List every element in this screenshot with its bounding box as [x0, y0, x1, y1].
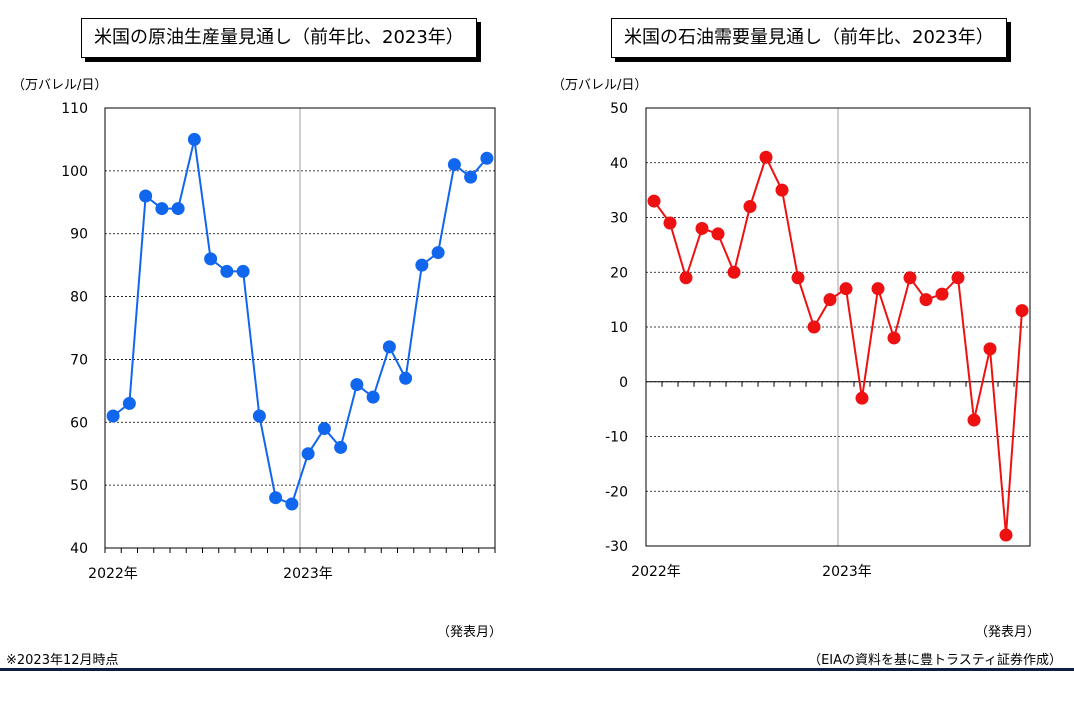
- chart-1-y-tick-label: 60: [70, 415, 88, 431]
- chart-2-unit-label: （万バレル/日）: [552, 78, 648, 93]
- footnote-left: ※2023年12月時点: [6, 653, 119, 668]
- chart-2-y-tick-label: 40: [610, 156, 628, 172]
- chart-1-y-tick-label: 110: [61, 101, 88, 117]
- chart-2-data-point: [695, 221, 709, 235]
- chart-1-data-point: [139, 189, 153, 203]
- chart-2-data-point: [855, 391, 869, 405]
- chart-2-data-point: [871, 282, 885, 296]
- chart-1-unit-label: （万バレル/日）: [12, 78, 108, 93]
- chart-1-y-tick-label: 80: [70, 290, 88, 306]
- chart-1-data-point: [464, 170, 478, 184]
- chart-2-data-point: [951, 271, 965, 285]
- chart-1-y-tick-label: 50: [70, 478, 88, 494]
- chart-2-data-point: [935, 287, 949, 301]
- chart-2-data-point: [711, 227, 725, 241]
- chart-1-data-point: [301, 447, 315, 461]
- chart-1-data-point: [187, 132, 201, 146]
- chart-2-x-unit-label: （発表月）: [975, 625, 1041, 640]
- chart-2-y-tick-label: 30: [610, 211, 628, 227]
- chart-1-data-point: [399, 371, 413, 385]
- chart-2-x-tick-label: 2023年: [822, 564, 872, 580]
- chart-2-data-point: [791, 271, 805, 285]
- chart-1-data-point: [366, 390, 380, 404]
- chart-2-data-point: [679, 271, 693, 285]
- chart-2-data-point: [727, 265, 741, 279]
- chart-1-data-point: [350, 378, 364, 392]
- chart-2-data-point: [823, 293, 837, 307]
- chart-2-y-tick-label: 0: [619, 375, 628, 391]
- chart-2-data-point: [1015, 304, 1029, 318]
- chart-2-y-tick-label: -10: [605, 430, 628, 446]
- chart-1-x-tick-label: 2022年: [88, 566, 138, 582]
- chart-1-data-point: [447, 158, 461, 172]
- chart-1-data-point: [269, 491, 283, 505]
- chart-1-x-unit-label: （発表月）: [437, 625, 503, 640]
- chart-2-data-point: [775, 183, 789, 197]
- chart-1-data-point: [171, 202, 185, 216]
- chart-1-data-point: [415, 258, 429, 272]
- chart-2-data-point: [887, 331, 901, 345]
- chart-1-y-tick-label: 100: [61, 164, 88, 180]
- chart-1-data-point: [317, 422, 331, 436]
- chart-2-data-point: [663, 216, 677, 230]
- chart-1-data-point: [252, 409, 266, 423]
- chart-1-data-point: [431, 246, 445, 260]
- chart-1-data-point: [204, 252, 218, 266]
- chart-2-data-point: [759, 150, 773, 164]
- chart-1-data-point: [334, 440, 348, 454]
- chart-2-plot-area: [645, 107, 1031, 547]
- chart-1-data-point: [220, 264, 234, 278]
- chart-1-title: 米国の原油生産量見通し（前年比、2023年）: [81, 18, 477, 58]
- chart-2-data-point: [903, 271, 917, 285]
- chart-2-x-tick-label: 2022年: [631, 564, 681, 580]
- chart-1-data-point: [285, 497, 299, 511]
- bottom-rule: [0, 668, 1074, 671]
- chart-2-y-tick-label: 50: [610, 101, 628, 117]
- chart-2-data-point: [807, 320, 821, 334]
- chart-1-data-point: [106, 409, 120, 423]
- chart-2-y-tick-label: 20: [610, 265, 628, 281]
- chart-2-data-point: [983, 342, 997, 356]
- chart-2-data-point: [839, 282, 853, 296]
- chart-2-data-point: [919, 293, 933, 307]
- chart-1-data-point: [382, 340, 396, 354]
- footnote-right: （EIAの資料を基に豊トラスティ証券作成）: [808, 653, 1062, 668]
- chart-1-x-tick-label: 2023年: [283, 566, 333, 582]
- chart-1-data-point: [236, 264, 250, 278]
- chart-2-y-tick-label: -30: [605, 539, 628, 555]
- chart-2-data-point: [999, 528, 1013, 542]
- chart-1-y-tick-label: 90: [70, 227, 88, 243]
- chart-2-title: 米国の石油需要量見通し（前年比、2023年）: [611, 18, 1007, 58]
- chart-2-data-point: [647, 194, 661, 208]
- chart-1-data-point: [155, 202, 169, 216]
- chart-2-y-tick-label: -20: [605, 484, 628, 500]
- chart-1-data-point: [122, 396, 136, 410]
- chart-1-data-point: [480, 151, 494, 165]
- chart-1-y-tick-label: 40: [70, 541, 88, 557]
- chart-2-y-tick-label: 10: [610, 320, 628, 336]
- chart-2-data-point: [967, 413, 981, 427]
- chart-1-y-tick-label: 70: [70, 352, 88, 368]
- chart-2-data-point: [743, 200, 757, 214]
